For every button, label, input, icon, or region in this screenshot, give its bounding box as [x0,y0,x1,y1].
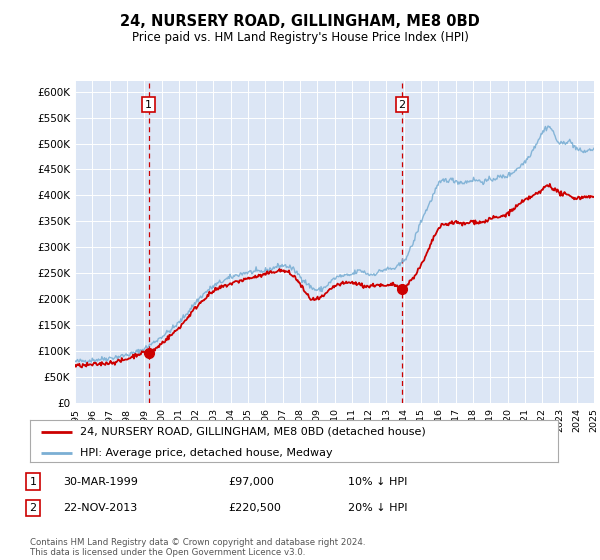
Text: 20% ↓ HPI: 20% ↓ HPI [348,503,407,513]
Text: 1: 1 [145,100,152,110]
Text: HPI: Average price, detached house, Medway: HPI: Average price, detached house, Medw… [80,448,333,458]
Text: 2: 2 [398,100,406,110]
Text: 10% ↓ HPI: 10% ↓ HPI [348,477,407,487]
Text: 24, NURSERY ROAD, GILLINGHAM, ME8 0BD: 24, NURSERY ROAD, GILLINGHAM, ME8 0BD [120,14,480,29]
Text: 2: 2 [29,503,37,513]
Text: 24, NURSERY ROAD, GILLINGHAM, ME8 0BD (detached house): 24, NURSERY ROAD, GILLINGHAM, ME8 0BD (d… [80,427,426,437]
Text: 30-MAR-1999: 30-MAR-1999 [63,477,138,487]
Text: 1: 1 [29,477,37,487]
Text: Price paid vs. HM Land Registry's House Price Index (HPI): Price paid vs. HM Land Registry's House … [131,31,469,44]
Text: 22-NOV-2013: 22-NOV-2013 [63,503,137,513]
Text: £97,000: £97,000 [228,477,274,487]
Text: Contains HM Land Registry data © Crown copyright and database right 2024.
This d: Contains HM Land Registry data © Crown c… [30,538,365,557]
Text: £220,500: £220,500 [228,503,281,513]
